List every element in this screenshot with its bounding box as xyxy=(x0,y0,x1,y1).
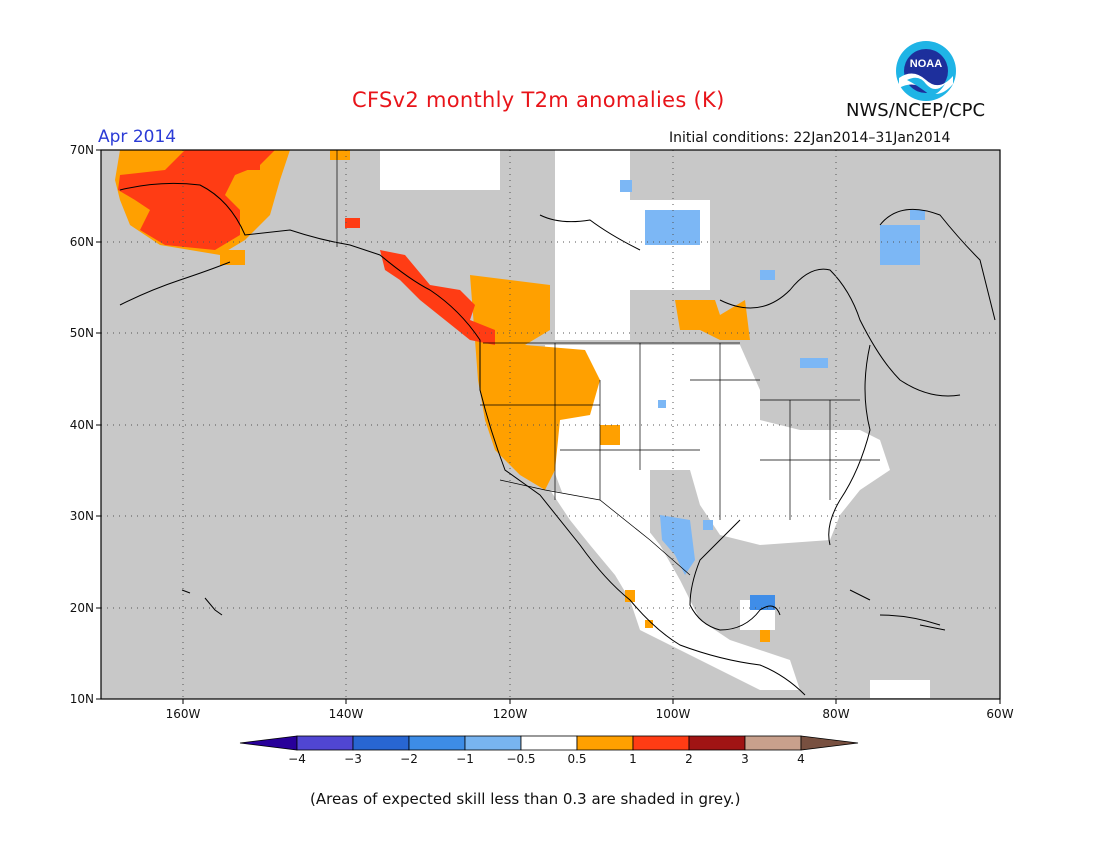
lon-label: 120W xyxy=(492,707,528,721)
lon-label: 100W xyxy=(655,707,691,721)
moderate-cool-anomaly-regions xyxy=(750,595,775,610)
figure-title: CFSv2 monthly T2m anomalies (K) xyxy=(352,88,725,112)
lat-label: 70N xyxy=(69,143,94,157)
lat-label: 20N xyxy=(69,601,94,615)
colorbar-swatch xyxy=(744,735,802,751)
colorbar-label: 1 xyxy=(629,752,637,766)
lat-label: 10N xyxy=(69,692,94,706)
colorbar-swatch xyxy=(632,735,690,751)
lat-label: 60N xyxy=(69,235,94,249)
colorbar-swatch xyxy=(520,735,578,751)
colorbar xyxy=(239,735,859,751)
colorbar-label: 4 xyxy=(797,752,805,766)
colorbar-label: 0.5 xyxy=(567,752,587,766)
colorbar-label: 3 xyxy=(741,752,749,766)
colorbar-swatch xyxy=(688,735,746,751)
lat-label: 30N xyxy=(69,509,94,523)
noaa-logo: NOAA xyxy=(896,41,956,101)
noaa-logo-text: NOAA xyxy=(910,58,942,70)
colorbar-label: −3 xyxy=(344,752,362,766)
colorbar-label: −4 xyxy=(288,752,306,766)
colorbar-label: −0.5 xyxy=(506,752,536,766)
cool-anomaly-regions xyxy=(620,180,925,575)
colorbar-swatch xyxy=(352,735,410,751)
colorbar-swatch xyxy=(296,735,354,751)
colorbar-arrow-high xyxy=(800,735,859,751)
lat-label: 50N xyxy=(69,326,94,340)
lon-label: 140W xyxy=(328,707,364,721)
colorbar-label: −1 xyxy=(456,752,474,766)
colorbar-swatch xyxy=(464,735,522,751)
colorbar-label: 2 xyxy=(685,752,693,766)
skill-note: (Areas of expected skill less than 0.3 a… xyxy=(310,790,741,808)
colorbar-arrow-low xyxy=(239,735,298,751)
lon-label: 60W xyxy=(986,707,1014,721)
forecast-month: Apr 2014 xyxy=(98,127,177,147)
lat-label: 40N xyxy=(69,418,94,432)
colorbar-swatch xyxy=(576,735,634,751)
organization-label: NWS/NCEP/CPC xyxy=(846,100,986,121)
political-borders xyxy=(336,150,880,576)
tick-marks xyxy=(96,149,1001,704)
colorbar-label: −2 xyxy=(400,752,418,766)
coastlines xyxy=(119,182,996,696)
initial-conditions: Initial conditions: 22Jan2014–31Jan2014 xyxy=(669,130,951,146)
colorbar-swatch xyxy=(408,735,466,751)
lon-label: 160W xyxy=(165,707,201,721)
lon-label: 80W xyxy=(822,707,850,721)
